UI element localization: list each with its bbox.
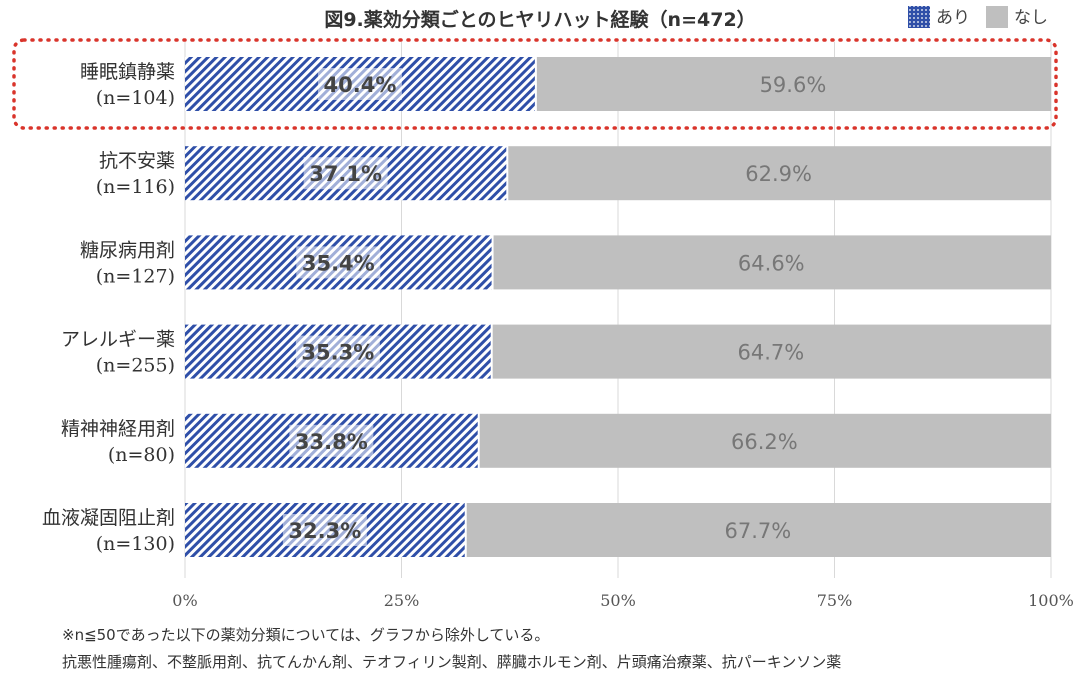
label-bg-ari-1 — [303, 157, 388, 190]
bar-nashi-1 — [508, 146, 1051, 201]
legend-swatch-nashi — [986, 6, 1008, 28]
legend: あり なし — [908, 6, 1048, 28]
category-label-3: アレルギー薬 — [61, 329, 175, 351]
category-n-label-1: (n=116) — [96, 176, 175, 198]
legend-swatch-ari — [908, 6, 930, 28]
category-labels: 睡眠鎮静薬 (n=104) 抗不安薬 (n=116) 糖尿病用剤 (n=127) アレルギー… — [42, 61, 175, 555]
bar-nashi-3 — [492, 324, 1051, 379]
legend-label-ari: あり — [936, 8, 970, 28]
label-bg-ari-2 — [296, 246, 381, 279]
data-label-nashi-3: 64.7% — [737, 341, 804, 365]
chart-title: 図9.薬効分類ごとのヒヤリハット経験（n=472） — [324, 8, 755, 31]
x-tick-label-3: 75% — [817, 591, 853, 610]
data-label-ari-2: 35.4% — [302, 251, 375, 275]
bar-nashi-5 — [466, 503, 1051, 557]
x-tick-label-1: 25% — [384, 591, 420, 610]
bars: 40.4% 59.6% 37.1% 62.9% 35.4% 64.6% 35.3% 64.7%… — [185, 57, 1052, 557]
x-tick-label-0: 0% — [172, 591, 197, 610]
data-label-nashi-4: 66.2% — [731, 430, 798, 454]
highlight-box — [12, 38, 1058, 130]
data-label-ari-5: 32.3% — [288, 519, 361, 543]
label-bg-ari-4 — [289, 424, 374, 457]
bar-nashi-2 — [493, 235, 1052, 290]
gridlines — [184, 42, 1052, 578]
data-label-nashi-2: 64.6% — [738, 251, 805, 275]
category-label-4: 精神神経用剤 — [61, 418, 175, 440]
data-label-ari-1: 37.1% — [309, 162, 382, 186]
data-label-nashi-5: 67.7% — [724, 519, 791, 543]
category-label-0: 睡眠鎮静薬 — [80, 61, 175, 83]
x-axis-ticks: 0% 25% 50% 75% 100% — [172, 591, 1074, 610]
data-label-nashi-1: 62.9% — [745, 162, 812, 186]
data-label-ari-0: 40.4% — [324, 73, 397, 97]
category-n-label-0: (n=104) — [96, 87, 175, 109]
data-label-ari-3: 35.3% — [301, 341, 374, 365]
legend-label-nashi: なし — [1014, 8, 1048, 28]
category-n-label-4: (n=80) — [108, 444, 175, 466]
category-label-2: 糖尿病用剤 — [80, 239, 175, 261]
category-n-label-3: (n=255) — [96, 355, 175, 377]
category-label-5: 血液凝固阻止剤 — [42, 507, 175, 529]
category-n-label-2: (n=127) — [96, 265, 175, 287]
x-tick-label-4: 100% — [1028, 591, 1074, 610]
category-n-label-5: (n=130) — [96, 533, 175, 555]
label-bg-ari-3 — [295, 335, 380, 368]
footnote-line-1: ※n≦50であった以下の薬効分類については、グラフから除外している。 — [62, 626, 550, 644]
footnote-line-2: 抗悪性腫瘍剤、不整脈用剤、抗てんかん剤、テオフィリン製剤、膵臓ホルモン剤、片頭痛… — [62, 653, 842, 671]
data-label-nashi-0: 59.6% — [760, 73, 827, 97]
category-label-1: 抗不安薬 — [99, 150, 175, 172]
data-label-ari-4: 33.8% — [295, 430, 368, 454]
highlight-dotted-outline — [12, 38, 1058, 130]
label-bg-ari-5 — [282, 514, 367, 546]
bar-nashi-4 — [479, 413, 1051, 468]
label-bg-ari-0 — [317, 68, 402, 100]
x-tick-label-2: 50% — [600, 591, 636, 610]
bar-nashi-0 — [536, 57, 1051, 111]
